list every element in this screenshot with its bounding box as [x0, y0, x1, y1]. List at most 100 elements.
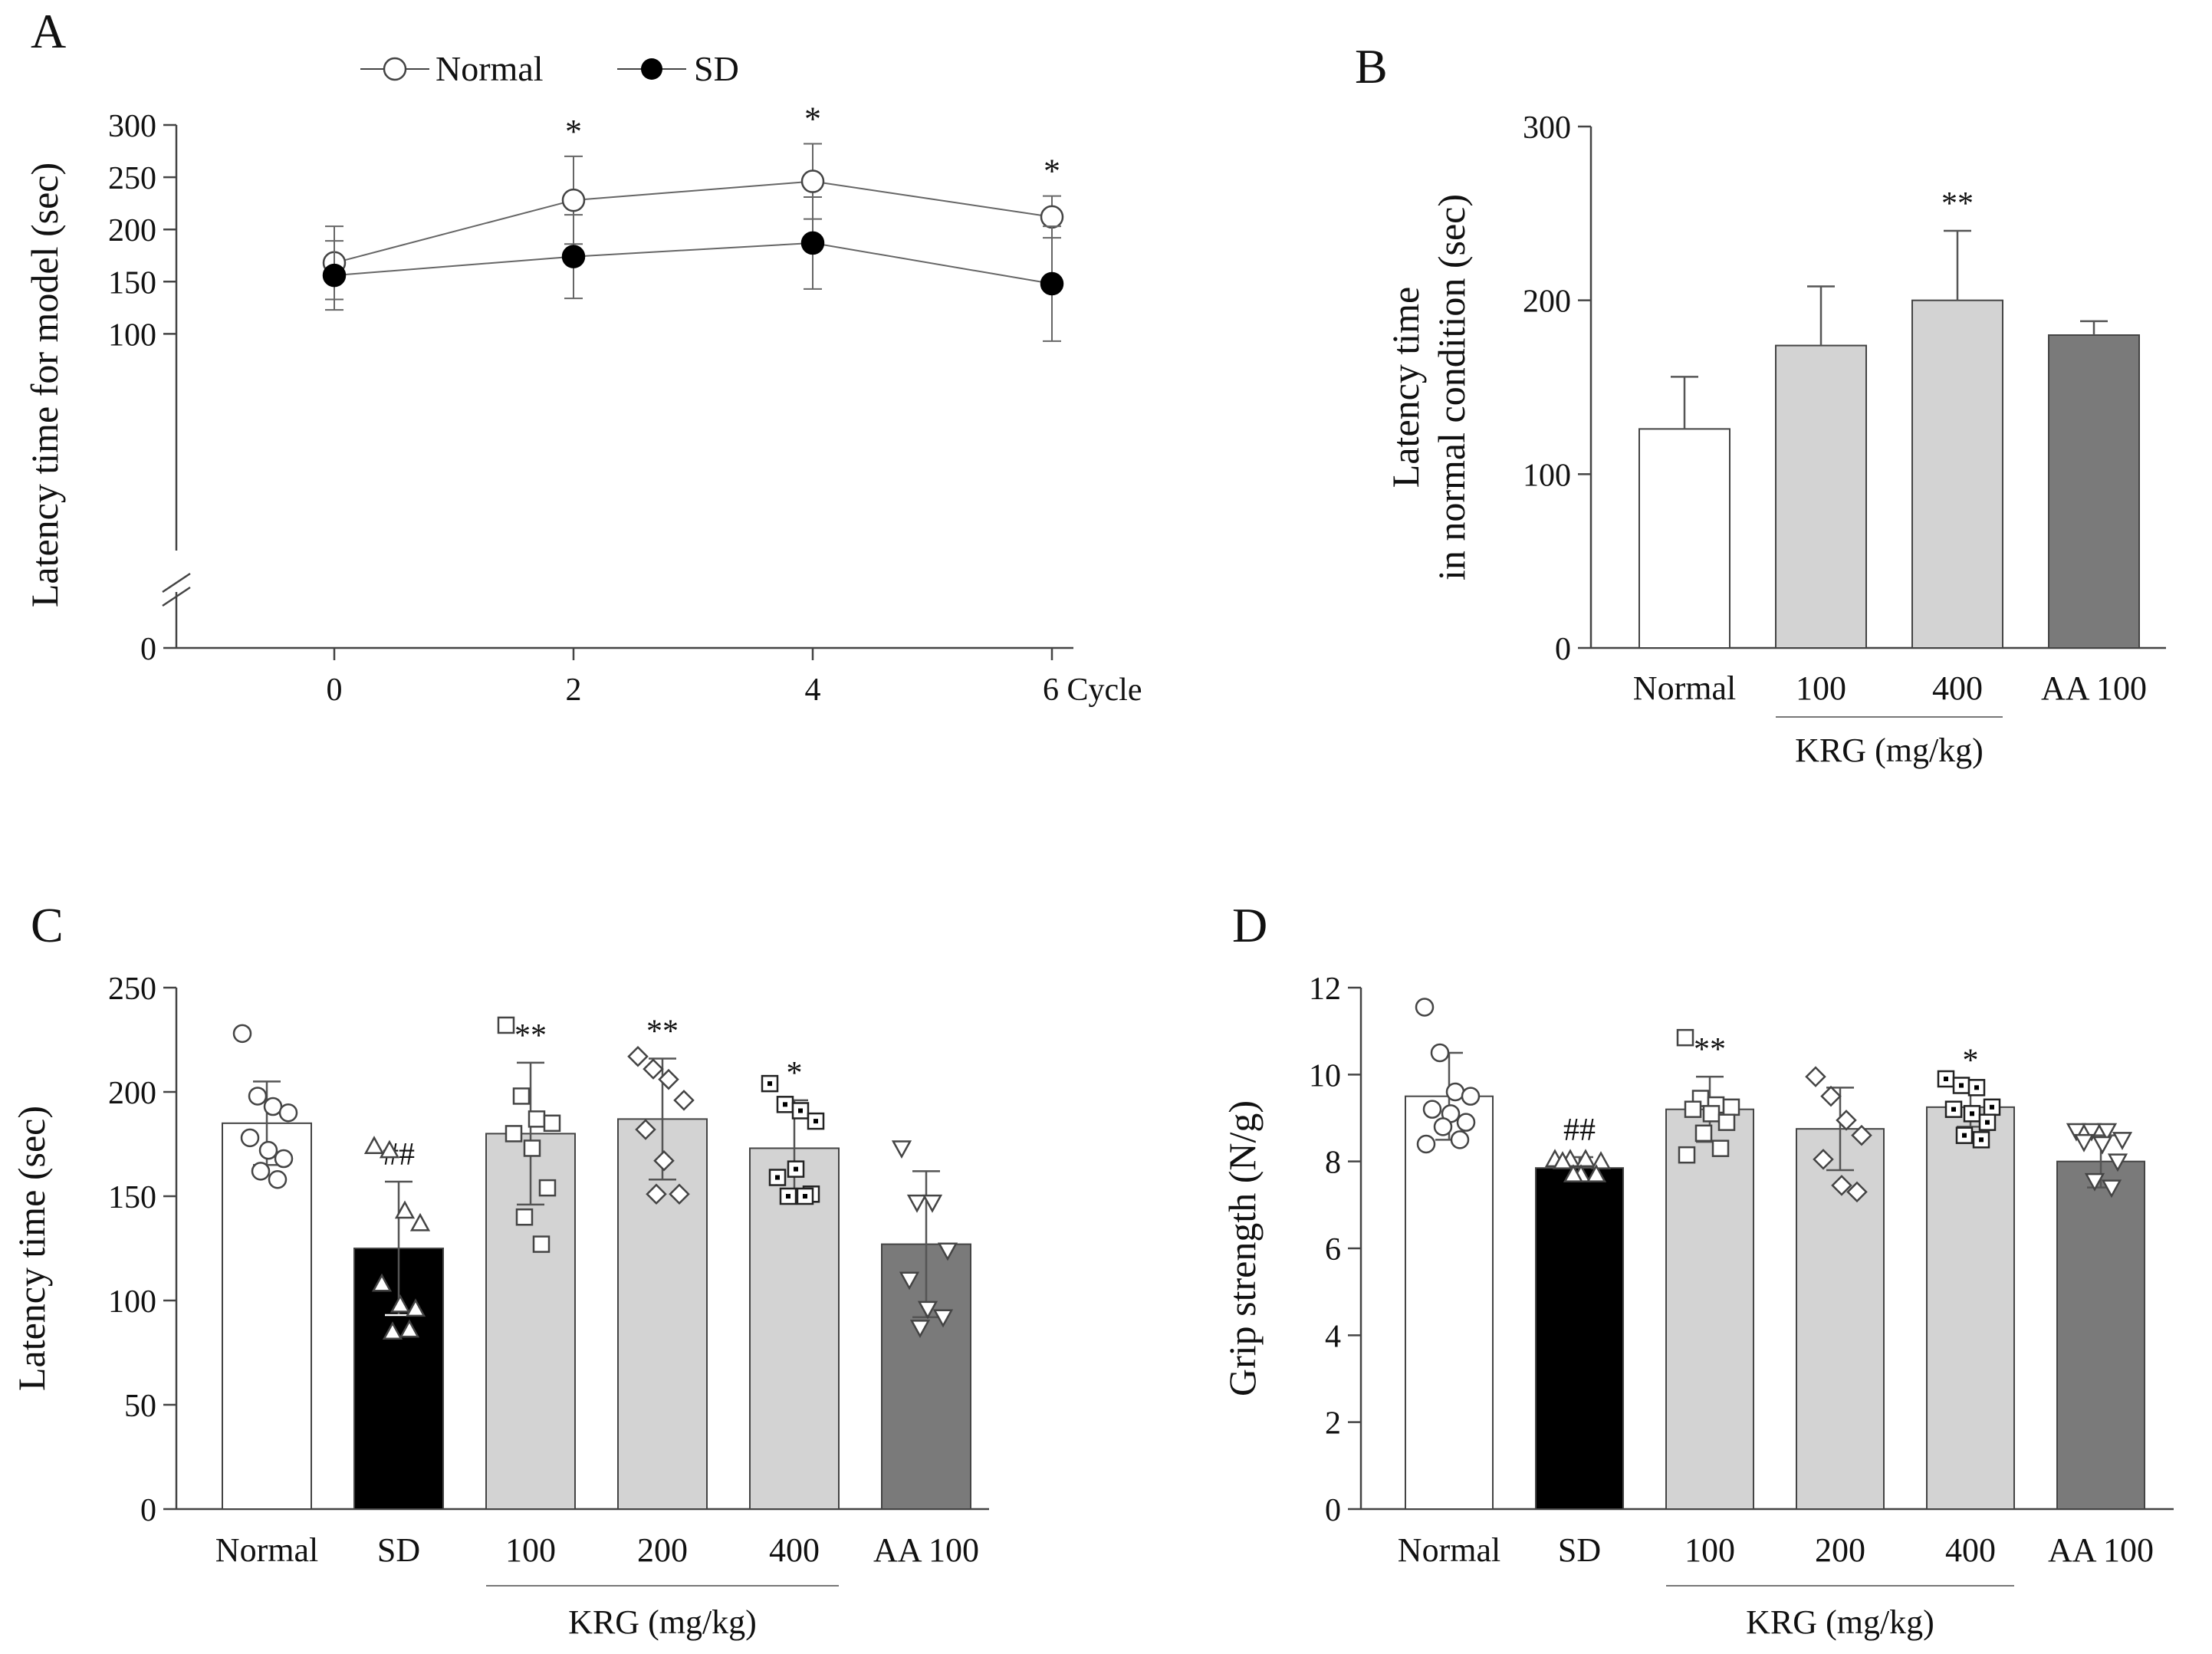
- panel-label-b: B: [1355, 39, 1388, 94]
- data-point: [1813, 1149, 1834, 1170]
- data-point: [1846, 1181, 1868, 1203]
- axis-break-mark-1: [162, 572, 191, 594]
- data-point: [258, 1140, 278, 1160]
- data-point-dot: [786, 1194, 790, 1199]
- significance-mark: *: [787, 1056, 803, 1091]
- data-point-dot: [1951, 1107, 1956, 1112]
- axis-break-mark-2: [162, 586, 191, 607]
- y-tick-label: 4: [1325, 1319, 1341, 1354]
- significance-mark: **: [646, 1014, 679, 1049]
- data-point: [240, 1128, 260, 1148]
- x-category-label: SD: [377, 1531, 420, 1569]
- data-point: [1805, 1066, 1826, 1087]
- y-tick-label: 150: [108, 1180, 156, 1215]
- y-tick-label: 0: [1555, 632, 1571, 667]
- data-point-sd: [322, 263, 347, 288]
- group-label: KRG (mg/kg): [1746, 1603, 1934, 1641]
- data-point: [2066, 1123, 2087, 1142]
- data-point: [646, 1183, 667, 1205]
- x-category-label: 100: [1684, 1531, 1735, 1569]
- group-label: KRG (mg/kg): [1795, 732, 1984, 769]
- data-point: [2073, 1133, 2095, 1153]
- data-point: [232, 1024, 252, 1044]
- y-tick-label: 50: [124, 1389, 156, 1424]
- data-point: [515, 1208, 534, 1226]
- panel-label-d: D: [1232, 898, 1267, 952]
- y-tick-label: 200: [108, 1076, 156, 1111]
- data-point: [1694, 1124, 1713, 1143]
- data-point: [891, 1140, 912, 1159]
- y-tick-label: 250: [108, 972, 156, 1007]
- x-tick-label: 6 Cycle: [1043, 672, 1142, 708]
- data-point: [274, 1149, 294, 1169]
- data-point-dot: [1962, 1133, 1967, 1138]
- significance-mark: **: [1694, 1032, 1726, 1067]
- bar-aa-100: [2056, 1160, 2145, 1510]
- data-point-normal: [561, 188, 586, 212]
- data-point: [505, 1125, 523, 1143]
- data-point: [405, 1298, 426, 1317]
- panel-c-bar-chart: 250 200 150 100 50 0 Latency time (sec) Normal S…: [10, 972, 989, 1641]
- bar-400: [1911, 299, 2003, 649]
- data-point: [251, 1162, 271, 1181]
- data-point: [1678, 1146, 1696, 1164]
- data-point: [1450, 1130, 1470, 1149]
- y-tick-label: 200: [108, 213, 156, 248]
- y-tick-label: 300: [1523, 110, 1571, 146]
- data-point: [673, 1090, 695, 1111]
- y-axis-label: Grip strength (N/g): [1221, 1100, 1264, 1396]
- data-point-sd: [800, 231, 825, 255]
- bar-100: [1665, 1108, 1754, 1510]
- data-point: [1722, 1098, 1740, 1116]
- significance-star: *: [565, 113, 582, 150]
- data-point: [2101, 1179, 2122, 1199]
- data-point-dot: [794, 1166, 798, 1172]
- data-point: [932, 1309, 954, 1328]
- data-point: [1836, 1110, 1857, 1131]
- x-category-label: Normal: [1398, 1531, 1500, 1569]
- data-point: [658, 1068, 679, 1090]
- data-point: [627, 1045, 649, 1067]
- data-point: [389, 1294, 411, 1313]
- data-point: [653, 1149, 675, 1172]
- x-category-label: 400: [1945, 1531, 1996, 1569]
- data-point: [1684, 1100, 1702, 1118]
- data-point-dot: [1979, 1137, 1984, 1143]
- x-category-label: 400: [769, 1531, 820, 1569]
- y-tick-label: 300: [108, 109, 156, 144]
- data-point: [2107, 1153, 2128, 1172]
- data-point: [382, 1321, 403, 1340]
- data-point: [1456, 1113, 1476, 1132]
- data-point: [1820, 1085, 1842, 1107]
- y-tick-label: 8: [1325, 1146, 1341, 1181]
- data-point: [1416, 1134, 1436, 1154]
- data-point: [917, 1301, 938, 1320]
- data-point: [2084, 1172, 2105, 1192]
- y-tick-label: 12: [1309, 972, 1341, 1007]
- data-point: [1711, 1139, 1730, 1157]
- series-line-sd: [334, 242, 1053, 285]
- data-point: [379, 1139, 400, 1159]
- data-point: [2081, 1123, 2102, 1142]
- data-point: [528, 1110, 546, 1128]
- data-point-dot: [803, 1194, 807, 1199]
- data-point-dot: [767, 1081, 772, 1087]
- data-point: [1552, 1151, 1573, 1169]
- data-point: [906, 1194, 928, 1213]
- data-point: [1590, 1151, 1612, 1169]
- x-category-label: SD: [1558, 1531, 1601, 1569]
- data-point: [523, 1139, 541, 1157]
- data-point: [1563, 1164, 1584, 1182]
- data-point-normal: [800, 169, 825, 193]
- data-point: [635, 1119, 656, 1140]
- data-point: [409, 1212, 431, 1231]
- data-point: [2096, 1123, 2118, 1142]
- data-point-dot: [1990, 1104, 1994, 1110]
- y-tick-label: 0: [1325, 1493, 1341, 1528]
- legend-normal-label: Normal: [435, 49, 544, 88]
- x-category-label: AA 100: [873, 1531, 979, 1569]
- data-point: [363, 1136, 385, 1154]
- x-category-label: AA 100: [2041, 669, 2147, 707]
- y-axis-label-line-1: Latency time: [1384, 287, 1427, 488]
